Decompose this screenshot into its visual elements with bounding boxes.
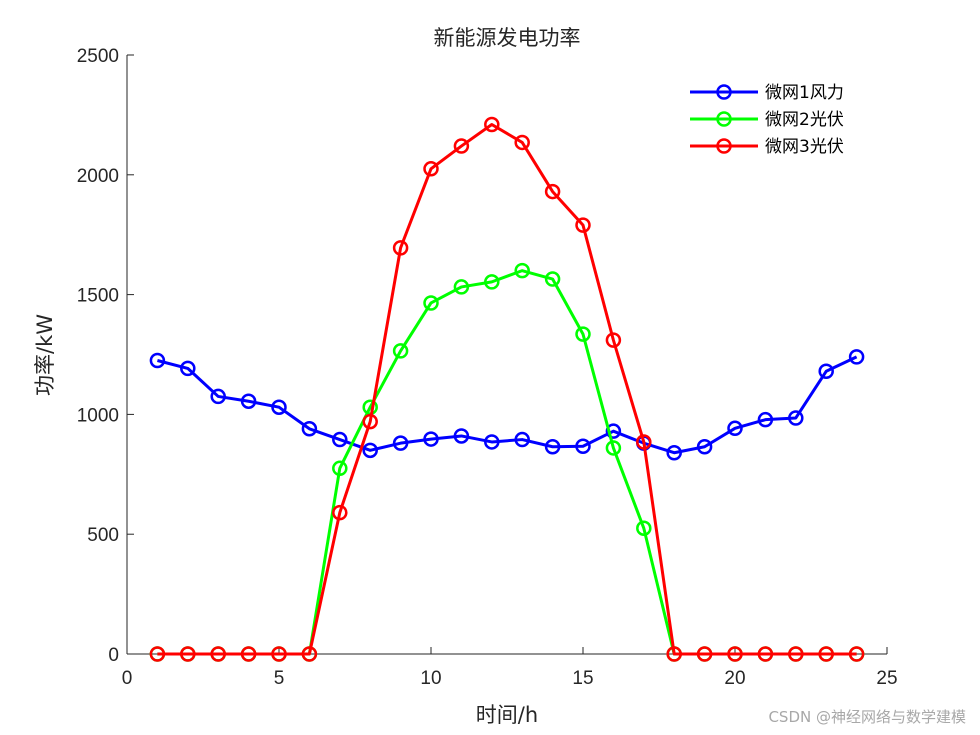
data-point (453, 428, 470, 444)
y-tick-label: 1500 (77, 286, 119, 307)
data-point (149, 352, 166, 369)
data-point (484, 434, 500, 450)
series-layer (149, 116, 865, 662)
x-tick-label: 20 (724, 668, 745, 689)
data-point (605, 440, 622, 456)
data-point (757, 411, 774, 428)
data-point (636, 520, 652, 536)
data-point (362, 442, 378, 459)
data-point (210, 388, 226, 405)
y-tick-label: 500 (87, 525, 119, 546)
data-point (149, 646, 166, 662)
data-point (332, 431, 348, 448)
data-point (666, 646, 682, 662)
data-point (423, 295, 439, 311)
data-point (848, 646, 865, 662)
data-point (666, 444, 682, 461)
data-point (636, 434, 652, 450)
data-point (484, 274, 500, 290)
legend-item: 微网3光伏 (690, 137, 844, 157)
data-point (575, 326, 591, 342)
y-tick-label: 2500 (77, 46, 119, 67)
data-point (696, 646, 713, 662)
data-point (544, 438, 561, 455)
data-point (392, 240, 409, 256)
data-point (514, 431, 530, 448)
legend-swatch-marker (716, 84, 732, 100)
data-point (757, 646, 774, 662)
legend-label: 微网2光伏 (765, 110, 844, 130)
y-axis-label: 功率/kW (33, 314, 57, 396)
legend-swatch-marker (716, 111, 732, 127)
series-3 (149, 116, 865, 662)
data-point (575, 438, 591, 455)
x-tick-label: 0 (122, 668, 133, 689)
data-point (301, 421, 318, 437)
data-point (423, 161, 439, 177)
legend-label: 微网1风力 (765, 83, 844, 103)
legend-label: 微网3光伏 (765, 137, 844, 157)
data-point (696, 438, 713, 455)
data-point (788, 410, 804, 426)
data-point (332, 504, 348, 521)
data-point (392, 343, 409, 359)
data-point (605, 423, 622, 439)
series-line (157, 355, 858, 455)
data-point (240, 393, 257, 409)
chart-title: 新能源发电功率 (434, 26, 581, 50)
series-line (157, 122, 857, 656)
legend-item: 微网2光伏 (690, 110, 844, 130)
data-point (301, 646, 318, 662)
data-point (392, 435, 409, 451)
series-1 (149, 349, 865, 461)
data-point (544, 271, 561, 287)
x-tick-label: 25 (876, 668, 897, 689)
watermark: CSDN @神经网络与数学建模 (768, 708, 966, 726)
data-point (332, 460, 348, 477)
series-2 (149, 262, 865, 662)
data-point (240, 646, 257, 662)
data-point (848, 349, 865, 365)
y-tick-label: 1000 (77, 405, 119, 426)
data-point (453, 279, 470, 295)
legend-swatch-marker (716, 138, 732, 154)
data-point (453, 138, 470, 154)
series-line (157, 269, 857, 656)
y-tick-label: 0 (108, 645, 119, 666)
data-point (605, 332, 622, 348)
data-point (727, 420, 743, 437)
data-point (423, 431, 439, 447)
legend-item: 微网1风力 (690, 83, 844, 103)
data-point (180, 646, 196, 662)
data-point (727, 646, 743, 662)
data-point (210, 646, 226, 662)
data-point (271, 646, 287, 662)
y-tick-label: 2000 (77, 166, 119, 187)
data-point (514, 262, 530, 279)
data-point (514, 134, 530, 151)
x-tick-label: 10 (420, 668, 441, 689)
x-tick-label: 5 (274, 668, 285, 689)
data-point (180, 360, 196, 377)
x-axis-label: 时间/h (476, 703, 538, 727)
data-point (271, 399, 287, 415)
data-point (788, 646, 804, 662)
x-tick-label: 15 (572, 668, 593, 689)
data-point (362, 413, 378, 430)
data-point (818, 363, 834, 380)
data-point (575, 217, 591, 233)
data-point (818, 646, 834, 662)
data-point (544, 183, 561, 200)
plot-axes: 0 5 10 15 20 25 0 500 1000 1500 2000 2500 (77, 46, 898, 689)
data-point (484, 116, 500, 133)
